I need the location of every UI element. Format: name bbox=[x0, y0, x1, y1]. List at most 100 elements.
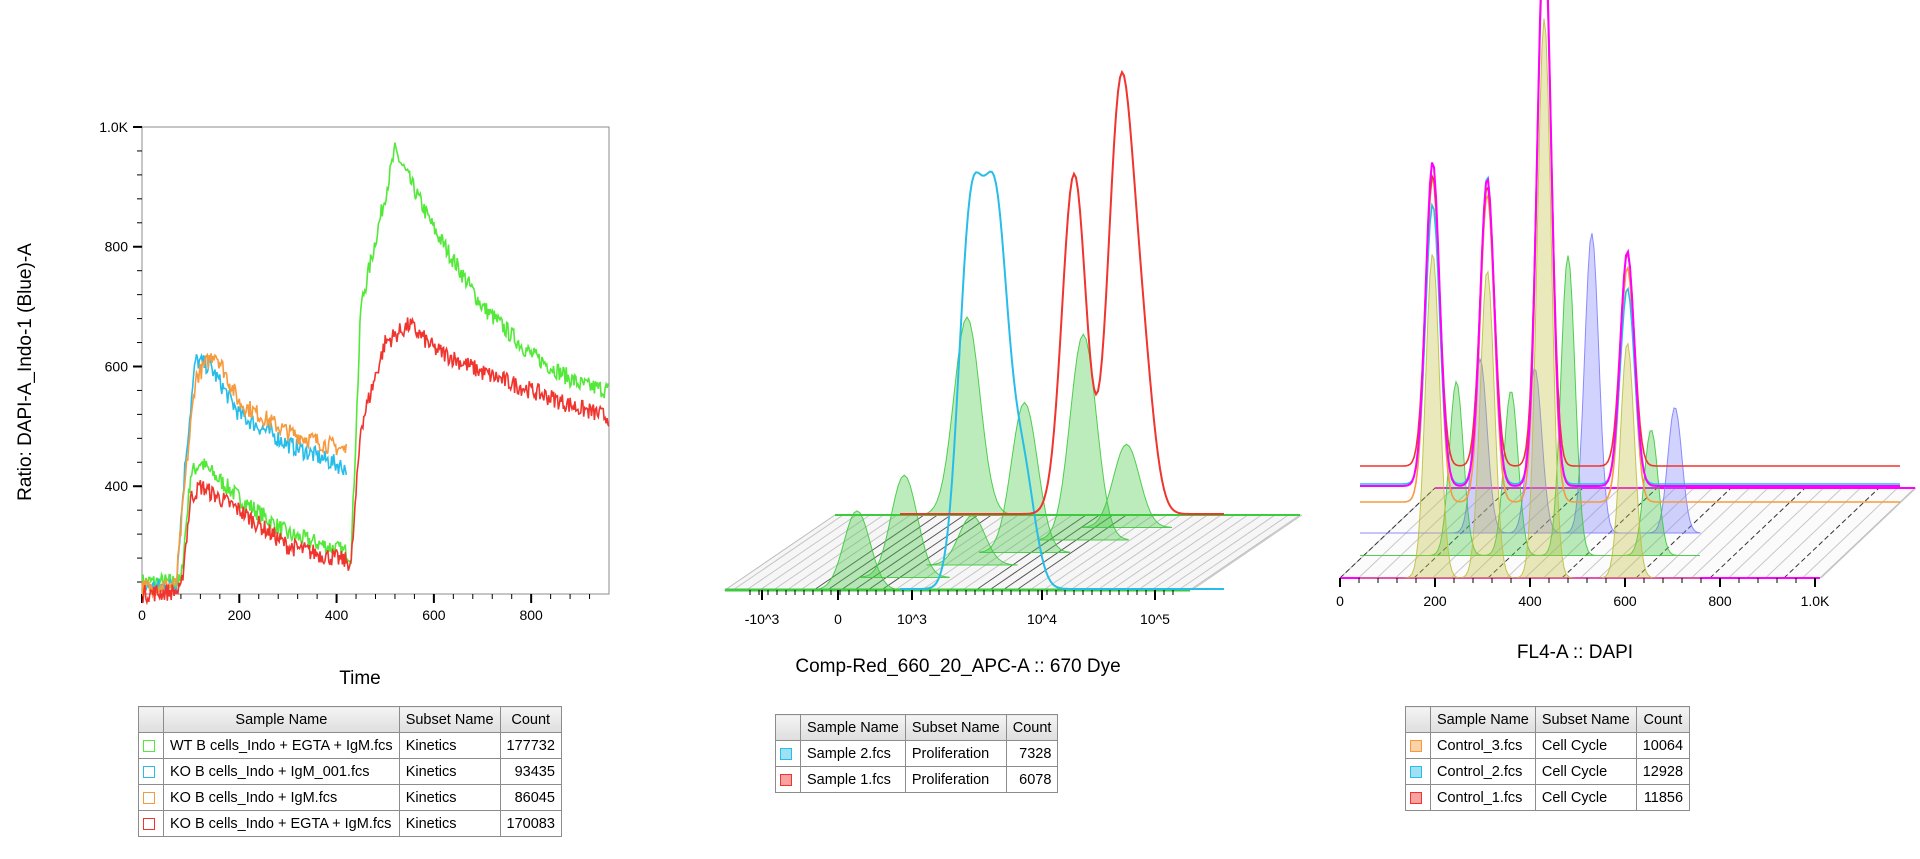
floor-line bbox=[1097, 514, 1208, 591]
color-swatch-icon bbox=[143, 739, 155, 752]
col-sample-name: Sample Name bbox=[800, 714, 906, 741]
green-layer-3 bbox=[978, 401, 1071, 553]
subset-name-cell: Kinetics bbox=[398, 784, 501, 811]
col-count: Count bbox=[1635, 706, 1691, 733]
series-line-2 bbox=[141, 352, 348, 599]
subset-name-cell: Kinetics bbox=[398, 810, 501, 837]
color-swatch-icon bbox=[143, 791, 155, 804]
floor-line bbox=[1164, 514, 1276, 591]
color-swatch-icon bbox=[1410, 765, 1422, 778]
floor-line bbox=[1137, 514, 1249, 591]
legend-row: Sample 2.fcs Proliferation 7328 bbox=[775, 740, 1059, 767]
col-sample-name: Sample Name bbox=[163, 706, 400, 733]
count-cell: 170083 bbox=[499, 810, 562, 837]
count-cell: 12928 bbox=[1635, 758, 1691, 785]
sample-name-cell: Sample 2.fcs bbox=[800, 740, 906, 767]
legend-swatch bbox=[138, 784, 164, 811]
legend-row: KO B cells_Indo + IgM_001.fcs Kinetics 934… bbox=[138, 758, 562, 785]
sample-name-cell: Control_3.fcs bbox=[1430, 732, 1536, 759]
sample-name-cell: Control_1.fcs bbox=[1430, 784, 1536, 811]
legend-swatch bbox=[138, 810, 164, 837]
proliferation-legend-table: Sample Name Subset Name Count Sample 2.f… bbox=[775, 714, 1059, 793]
count-cell: 6078 bbox=[1005, 766, 1059, 793]
floor-line bbox=[1691, 487, 1787, 579]
green-layer-4 bbox=[1037, 333, 1129, 541]
y-tick-label: 400 bbox=[105, 478, 129, 494]
color-swatch-icon bbox=[1410, 739, 1422, 752]
green-layer-5 bbox=[1080, 443, 1173, 528]
subset-name-cell: Cell Cycle bbox=[1534, 758, 1637, 785]
count-cell: 93435 bbox=[499, 758, 562, 785]
cycle-layer-0 bbox=[1360, 18, 1700, 579]
green-layer-2 bbox=[926, 514, 1018, 566]
x-tick-label: 0 bbox=[1336, 593, 1344, 609]
sample-name-cell: Sample 1.fcs bbox=[800, 766, 906, 793]
floor-line bbox=[1124, 514, 1235, 591]
subset-name-cell: Proliferation bbox=[904, 740, 1007, 767]
legend-swatch bbox=[1405, 732, 1431, 759]
col-subset-name: Subset Name bbox=[904, 714, 1007, 741]
x-tick-label: 200 bbox=[1423, 593, 1447, 609]
x-tick-label: 10^3 bbox=[897, 611, 927, 627]
sample-name-cell: KO B cells_Indo + EGTA + IgM.fcs bbox=[163, 810, 400, 837]
floor-line bbox=[1802, 487, 1898, 579]
y-tick-label: 800 bbox=[105, 239, 129, 255]
series-line-3 bbox=[141, 316, 610, 606]
color-swatch-icon bbox=[780, 747, 792, 760]
floor-line bbox=[732, 514, 844, 591]
x-tick-label: 10^5 bbox=[1140, 611, 1170, 627]
green-layer-1 bbox=[858, 474, 950, 578]
legend-row: KO B cells_Indo + EGTA + IgM.fcs Kinetics… bbox=[138, 810, 562, 837]
sample-name-cell: WT B cells_Indo + EGTA + IgM.fcs bbox=[163, 732, 400, 759]
x-tick-label: 800 bbox=[1708, 593, 1732, 609]
count-cell: 86045 bbox=[499, 784, 562, 811]
cycle-layer-1 bbox=[1360, 255, 1700, 556]
x-tick-label: 600 bbox=[1613, 593, 1637, 609]
x-tick-label: 400 bbox=[1518, 593, 1542, 609]
legend-swatch bbox=[1405, 758, 1431, 785]
x-tick-label: 200 bbox=[228, 607, 252, 623]
floor-line bbox=[786, 514, 898, 591]
series-line-0 bbox=[141, 142, 609, 592]
y-axis-title: Ratio: DAPI-A_Indo-1 (Blue)-A bbox=[15, 243, 36, 501]
floor-line bbox=[1783, 487, 1880, 579]
x-tick-label: 1.0K bbox=[1801, 593, 1830, 609]
legend-row: KO B cells_Indo + IgM.fcs Kinetics 86045 bbox=[138, 784, 562, 811]
color-swatch-icon bbox=[143, 765, 155, 778]
legend-swatch bbox=[775, 740, 801, 767]
kinetics-plot: 0 200 400 600 800 400 600 800 1.0K Time Ratio: DAP… bbox=[15, 119, 610, 689]
legend-corner bbox=[1405, 706, 1431, 733]
col-sample-name: Sample Name bbox=[1430, 706, 1536, 733]
count-cell: 177732 bbox=[499, 732, 562, 759]
col-count: Count bbox=[1005, 714, 1059, 741]
col-count: Count bbox=[499, 706, 562, 733]
floor-line bbox=[1765, 487, 1861, 579]
control-outline-0 bbox=[1360, 0, 1900, 503]
sample-name-cell: Control_2.fcs bbox=[1430, 758, 1536, 785]
sample-outline-1 bbox=[900, 69, 1224, 515]
color-swatch-icon bbox=[780, 773, 792, 786]
green-layer-0 bbox=[811, 510, 903, 591]
floor-line bbox=[1178, 514, 1289, 591]
floor-line bbox=[800, 514, 911, 591]
x-axis-title: Time bbox=[339, 668, 381, 689]
floor-line bbox=[1709, 487, 1806, 579]
x-tick-label: 800 bbox=[519, 607, 543, 623]
cell-cycle-legend-table: Sample Name Subset Name Count Control_3.… bbox=[1405, 706, 1691, 811]
subset-name-cell: Cell Cycle bbox=[1534, 732, 1637, 759]
legend-corner bbox=[138, 706, 164, 733]
floor-line bbox=[1820, 487, 1917, 579]
x-axis-title: FL4-A :: DAPI bbox=[1517, 642, 1633, 663]
count-cell: 10064 bbox=[1635, 732, 1691, 759]
subset-name-cell: Proliferation bbox=[904, 766, 1007, 793]
y-tick-label: 600 bbox=[105, 358, 129, 374]
floor-line bbox=[1110, 514, 1222, 591]
color-swatch-icon bbox=[1410, 791, 1422, 804]
x-axis-title: Comp-Red_660_20_APC-A :: 670 Dye bbox=[795, 656, 1120, 677]
x-tick-label: 10^4 bbox=[1027, 611, 1057, 627]
floor-line bbox=[1654, 487, 1750, 579]
floor-line bbox=[1083, 514, 1195, 591]
count-cell: 11856 bbox=[1635, 784, 1691, 811]
